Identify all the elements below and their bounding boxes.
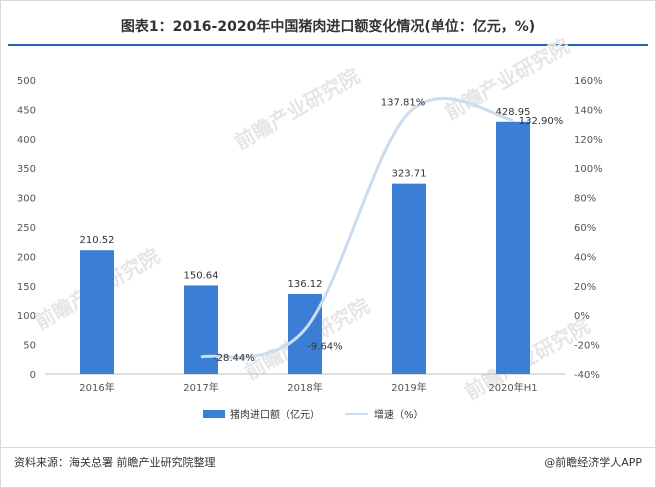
y-right-tick-label: 80% xyxy=(574,194,596,205)
y-left-tick-label: 0 xyxy=(30,370,36,381)
legend: 猪肉进口额（亿元） 增速（%） xyxy=(203,408,424,421)
y-right-tick-label: 120% xyxy=(574,135,603,146)
brand-credit: @前瞻经济学人APP xyxy=(544,456,642,469)
bar xyxy=(392,183,426,374)
x-tick-label: 2016年 xyxy=(79,381,114,394)
line-data-labels: -28.44% -9.64% 137.81% 132.90% xyxy=(213,98,563,364)
growth-line xyxy=(200,97,514,359)
line-value-label: -28.44% xyxy=(213,353,255,364)
x-tick-label: 2017年 xyxy=(183,381,218,394)
bar xyxy=(80,250,114,374)
bar xyxy=(496,121,530,374)
legend-bar-swatch xyxy=(203,410,225,418)
bar-value-label: 210.52 xyxy=(80,235,115,246)
y-right-tick-label: -20% xyxy=(574,341,600,352)
y-left-tick-label: 500 xyxy=(17,76,36,87)
line-value-label: 137.81% xyxy=(381,98,426,109)
x-tick-label: 2019年 xyxy=(391,381,426,394)
y-left-tick-label: 350 xyxy=(17,164,36,175)
y-left-tick-label: 200 xyxy=(17,252,36,263)
y-right-tick-label: 20% xyxy=(574,282,596,293)
footer-divider xyxy=(0,447,656,448)
bar-value-label: 136.12 xyxy=(288,279,323,290)
y-right-tick-label: 100% xyxy=(574,164,603,175)
legend-bar-label: 猪肉进口额（亿元） xyxy=(230,408,320,421)
bar-value-label: 428.95 xyxy=(496,107,531,118)
legend-line-label: 增速（%） xyxy=(374,408,424,421)
bar xyxy=(288,293,322,374)
x-tick-label: 2018年 xyxy=(287,381,322,394)
y-left-tick-label: 450 xyxy=(17,105,36,116)
title-divider xyxy=(8,44,648,46)
y-right-tick-label: 60% xyxy=(574,223,596,234)
y-right-tick-label: 160% xyxy=(574,76,603,87)
watermark-text: 前瞻产业研究院 xyxy=(231,64,364,155)
y-left-tick-label: 300 xyxy=(17,194,36,205)
y-right-ticks: -40% -20% 0% 20% 40% 60% 80% 100% 120% 140% 160% xyxy=(574,76,603,381)
y-right-tick-label: 40% xyxy=(574,252,596,263)
y-left-ticks: 0 50 100 150 200 250 300 350 400 450 500 xyxy=(17,76,36,381)
chart-title: 图表1：2016-2020年中国猪肉进口额变化情况(单位：亿元，%) xyxy=(120,19,536,35)
bar-data-labels: 210.52 150.64 136.12 323.71 428.95 xyxy=(80,107,531,290)
y-left-tick-label: 400 xyxy=(17,135,36,146)
y-left-tick-label: 100 xyxy=(17,311,36,322)
y-left-tick-label: 250 xyxy=(17,223,36,234)
x-tick-label: 2020年H1 xyxy=(488,381,537,394)
line-value-label: -9.64% xyxy=(307,341,342,352)
bar xyxy=(184,285,218,374)
y-left-tick-label: 150 xyxy=(17,282,36,293)
y-right-tick-label: 140% xyxy=(574,105,603,116)
source-note: 资料来源：海关总署 前瞻产业研究院整理 xyxy=(14,456,216,469)
chart-canvas: 前瞻产业研究院前瞻产业研究院前瞻产业研究院前瞻产业研究院前瞻产业研究院 0501… xyxy=(17,34,603,421)
line-value-label: 132.90% xyxy=(519,116,564,127)
y-left-tick-label: 50 xyxy=(23,341,36,352)
y-right-tick-label: 0% xyxy=(574,311,590,322)
x-axis-ticks: 2016年 2017年 2018年 2019年 2020年H1 xyxy=(79,381,537,394)
bar-series xyxy=(80,121,530,374)
bar-value-label: 150.64 xyxy=(184,270,219,281)
y-right-tick-label: -40% xyxy=(574,370,600,381)
bar-value-label: 323.71 xyxy=(392,169,427,180)
